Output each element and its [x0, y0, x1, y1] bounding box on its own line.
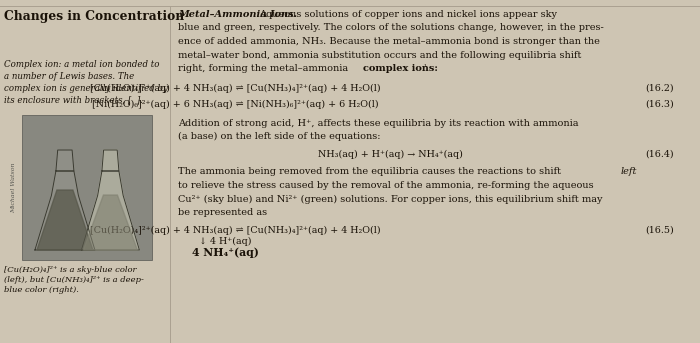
Text: ence of added ammonia, NH₃. Because the metal–ammonia bond is stronger than the: ence of added ammonia, NH₃. Because the …	[178, 37, 600, 46]
Text: [Cu(H₂O)₄]²⁺ is a sky-blue color
(left), but [Cu(NH₃)₄]²⁺ is a deep-
blue color : [Cu(H₂O)₄]²⁺ is a sky-blue color (left),…	[4, 266, 144, 294]
Text: NH₃(aq) + H⁺(aq) → NH₄⁺(aq): NH₃(aq) + H⁺(aq) → NH₄⁺(aq)	[318, 150, 463, 158]
Text: Aqueous solutions of copper ions and nickel ions appear sky: Aqueous solutions of copper ions and nic…	[259, 10, 557, 19]
Text: complex ions:: complex ions:	[363, 64, 438, 73]
Text: (a base) on the left side of the equations:: (a base) on the left side of the equatio…	[178, 132, 381, 141]
Polygon shape	[102, 150, 119, 171]
Text: Metal–Ammonia Ions.: Metal–Ammonia Ions.	[178, 10, 297, 19]
FancyBboxPatch shape	[22, 115, 152, 260]
Polygon shape	[56, 150, 74, 171]
Polygon shape	[83, 195, 137, 250]
Text: be represented as: be represented as	[178, 208, 267, 217]
Text: [Cu(H₂O)₄]²⁺(aq) + 4 NH₃(aq) ⇌ [Cu(NH₃)₄]²⁺(aq) + 4 H₂O(l): [Cu(H₂O)₄]²⁺(aq) + 4 NH₃(aq) ⇌ [Cu(NH₃)₄…	[90, 225, 380, 235]
Polygon shape	[81, 171, 139, 250]
Text: to relieve the stress caused by the removal of the ammonia, re-forming the aqueo: to relieve the stress caused by the remo…	[178, 181, 594, 190]
Text: Changes in Concentration: Changes in Concentration	[4, 10, 184, 23]
Text: metal–water bond, ammonia substitution occurs and the following equilibria shift: metal–water bond, ammonia substitution o…	[178, 50, 582, 59]
Text: (16.5): (16.5)	[645, 225, 674, 235]
Text: Cu²⁺ (sky blue) and Ni²⁺ (green) solutions. For copper ions, this equilibrium sh: Cu²⁺ (sky blue) and Ni²⁺ (green) solutio…	[178, 194, 603, 204]
Text: Addition of strong acid, H⁺, affects these equilibria by its reaction with ammon: Addition of strong acid, H⁺, affects the…	[178, 118, 578, 128]
Text: (16.2): (16.2)	[645, 83, 674, 93]
Text: Complex ion: a metal ion bonded to
a number of Lewis bases. The
complex ion is g: Complex ion: a metal ion bonded to a num…	[4, 60, 168, 104]
Text: [Ni(H₂O)₆]²⁺(aq) + 6 NH₃(aq) ⇌ [Ni(NH₃)₆]²⁺(aq) + 6 H₂O(l): [Ni(H₂O)₆]²⁺(aq) + 6 NH₃(aq) ⇌ [Ni(NH₃)₆…	[92, 99, 378, 109]
Text: blue and green, respectively. The colors of the solutions change, however, in th: blue and green, respectively. The colors…	[178, 24, 603, 33]
Polygon shape	[37, 190, 93, 250]
Text: The ammonia being removed from the equilibria causes the reactions to shift: The ammonia being removed from the equil…	[178, 167, 564, 177]
Text: 4 NH₄⁺(aq): 4 NH₄⁺(aq)	[192, 247, 258, 258]
Text: left: left	[621, 167, 638, 177]
Text: (16.4): (16.4)	[645, 150, 674, 158]
Text: Michael Watson: Michael Watson	[11, 162, 17, 213]
Text: right, forming the metal–ammonia: right, forming the metal–ammonia	[178, 64, 351, 73]
Text: [Cu(H₂O)₄]²⁺(aq) + 4 NH₃(aq) ⇌ [Cu(NH₃)₄]²⁺(aq) + 4 H₂O(l): [Cu(H₂O)₄]²⁺(aq) + 4 NH₃(aq) ⇌ [Cu(NH₃)₄…	[90, 83, 380, 93]
Text: (16.3): (16.3)	[645, 99, 674, 108]
Polygon shape	[35, 171, 95, 250]
Text: ↓ 4 H⁺(aq): ↓ 4 H⁺(aq)	[199, 237, 251, 246]
Text: ¹: ¹	[423, 64, 426, 72]
